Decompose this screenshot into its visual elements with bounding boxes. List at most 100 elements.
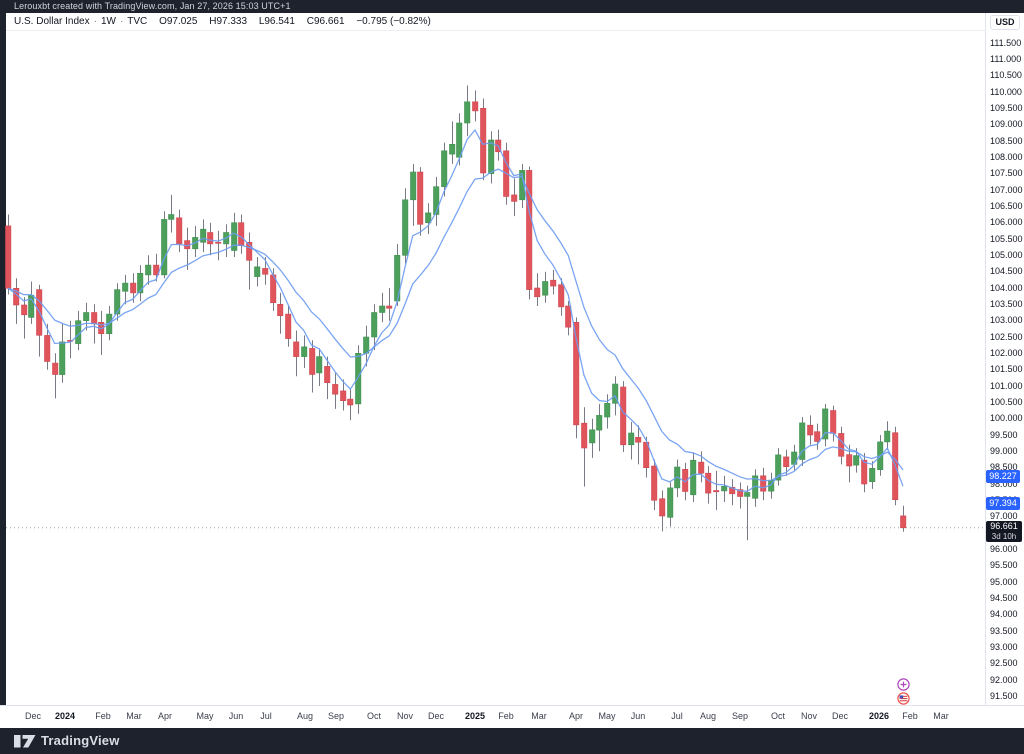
symbol-name: U.S. Dollar Index [14, 16, 90, 27]
candle-up [488, 139, 495, 174]
time-axis-month-label: Jul [260, 711, 272, 721]
candle-down [550, 279, 557, 287]
candle-up [379, 305, 386, 313]
ohlc-high: H97.333 [209, 16, 248, 27]
time-axis-month-label: Aug [699, 711, 717, 721]
price-tick-label: 104.500 [990, 266, 1023, 277]
candle-down [472, 101, 479, 112]
price-tick-label: 99.500 [990, 429, 1018, 440]
candle-up [83, 312, 90, 321]
candle-up [464, 101, 471, 124]
candle-down [713, 490, 720, 493]
ma-value-label: 97.394 [986, 497, 1020, 511]
footer-bar: TradingView [0, 728, 1024, 754]
left-edge-strip [0, 13, 6, 728]
price-tick-label: 107.500 [990, 168, 1023, 179]
candle-up [114, 289, 121, 315]
symbol-legend[interactable]: U.S. Dollar Index · 1W · TVC O97.025 H97.333… [14, 13, 431, 30]
candle-up [542, 281, 549, 296]
price-tick-label: 104.000 [990, 282, 1023, 293]
us-flag-event-icon[interactable] [897, 692, 910, 705]
time-axis-month-label: Sep [327, 711, 345, 721]
candle-down [386, 305, 393, 309]
candle-down [176, 217, 183, 245]
price-tick-label: 110.500 [990, 70, 1022, 81]
candle-down [91, 312, 98, 325]
candle-up [596, 415, 603, 431]
tradingview-wordmark[interactable]: TradingView [41, 733, 120, 748]
candle-down [698, 461, 705, 474]
candle-down [67, 339, 74, 342]
candle-up [200, 228, 207, 243]
candle-down [534, 287, 541, 298]
tradingview-logo-icon[interactable] [14, 735, 36, 748]
time-axis[interactable] [0, 705, 1024, 729]
price-tick-label: 103.000 [990, 315, 1023, 326]
legend-band [6, 13, 1024, 31]
price-tick-label: 106.500 [990, 200, 1023, 211]
candle-down [130, 282, 137, 294]
candle-up [869, 467, 876, 482]
candle-down [558, 284, 565, 308]
last-price-label: 96.661 3d 10h [986, 520, 1022, 542]
candle-down [643, 441, 650, 469]
candle-down [246, 242, 253, 261]
candle-down [324, 366, 331, 383]
candle-up [775, 454, 782, 481]
candle-down [573, 321, 580, 426]
price-tick-label: 93.000 [990, 641, 1018, 652]
price-tick-label: 100.000 [990, 413, 1023, 424]
candle-down [830, 410, 837, 434]
candle-down [238, 222, 245, 246]
candle-down [417, 171, 424, 225]
time-axis-year-label: 2025 [464, 711, 486, 721]
candle-down [783, 456, 790, 467]
candle-down [207, 232, 214, 245]
time-axis-month-label: May [598, 711, 616, 721]
price-tick-label: 110.000 [990, 86, 1022, 97]
time-axis-month-label: Apr [568, 711, 584, 721]
candle-down [620, 386, 627, 446]
candle-down [332, 384, 339, 395]
candle-up [161, 219, 168, 276]
candle-down [705, 472, 712, 494]
time-axis-month-label: Jul [671, 711, 683, 721]
price-tick-label: 100.500 [990, 396, 1023, 407]
price-tick-label: 111.500 [990, 37, 1022, 48]
ma-fast-line [7, 128, 904, 492]
price-tick-label: 96.000 [990, 543, 1018, 554]
candle-down [900, 515, 907, 529]
time-axis-year-label: 2026 [868, 711, 890, 721]
price-axis[interactable] [985, 13, 1024, 705]
candle-up [425, 212, 432, 223]
candle-down [153, 264, 160, 276]
candle-down [262, 268, 269, 275]
candle-up [316, 356, 323, 374]
time-axis-month-label: Nov [800, 711, 818, 721]
candle-down [581, 422, 588, 449]
price-tick-label: 95.000 [990, 576, 1018, 587]
candle-down [526, 170, 533, 290]
ohlc-low: L96.541 [258, 16, 295, 27]
candle-up [410, 171, 417, 201]
time-axis-month-label: Mar [126, 711, 142, 721]
candle-up [604, 402, 611, 418]
price-tick-label: 102.000 [990, 347, 1023, 358]
economic-event-icon[interactable] [897, 678, 910, 691]
price-change: −0.795 (−0.82%) [356, 16, 431, 27]
currency-badge: USD [990, 15, 1020, 30]
candle-down [293, 341, 300, 357]
time-axis-month-label: May [196, 711, 214, 721]
candle-down [340, 390, 347, 401]
candle-up [456, 122, 463, 158]
price-tick-label: 98.000 [990, 478, 1018, 489]
candle-up [822, 408, 829, 440]
price-tick-label: 102.500 [990, 331, 1023, 342]
price-tick-label: 91.500 [990, 690, 1018, 701]
price-tick-label: 103.500 [990, 298, 1023, 309]
time-axis-month-label: Mar [531, 711, 547, 721]
candle-down [760, 475, 767, 492]
